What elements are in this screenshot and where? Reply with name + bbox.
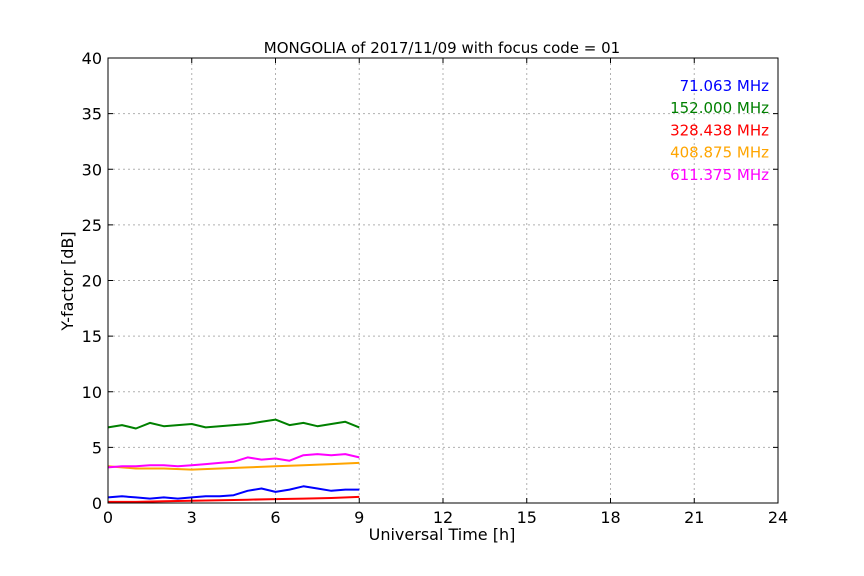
x-axis-label: Universal Time [h] bbox=[369, 525, 516, 544]
y-tick-label: 5 bbox=[92, 438, 102, 457]
y-tick-label: 30 bbox=[82, 160, 102, 179]
y-tick-label: 0 bbox=[92, 494, 102, 513]
y-tick-label: 10 bbox=[82, 383, 102, 402]
y-axis-label: Y-factor [dB] bbox=[58, 231, 77, 331]
legend-entry-0: 71.063 MHz bbox=[680, 77, 769, 95]
y-tick-label: 40 bbox=[82, 49, 102, 68]
series-line-3 bbox=[107, 461, 360, 471]
x-tick-label: 24 bbox=[768, 508, 788, 527]
series-lines bbox=[107, 418, 360, 503]
axis-ticks: 0 3 6 9 12 15 18 21 24 0 5 10 15 20 25 30 35 40 bbox=[82, 49, 789, 527]
y-tick-label: 35 bbox=[82, 105, 102, 124]
legend-entry-3: 408.875 MHz bbox=[670, 144, 769, 162]
x-tick-label: 15 bbox=[517, 508, 537, 527]
legend-entry-2: 328.438 MHz bbox=[670, 121, 769, 139]
series-line-4 bbox=[107, 453, 360, 469]
x-tick-label: 9 bbox=[354, 508, 364, 527]
legend: 71.063 MHz 152.000 MHz 328.438 MHz 408.875 … bbox=[670, 77, 769, 184]
chart-title: MONGOLIA of 2017/11/09 with focus code =… bbox=[264, 39, 620, 57]
series-line-0 bbox=[107, 485, 360, 500]
legend-entry-4: 611.375 MHz bbox=[670, 166, 769, 184]
x-tick-label: 0 bbox=[103, 508, 113, 527]
x-tick-label: 18 bbox=[600, 508, 620, 527]
x-tick-label: 6 bbox=[270, 508, 280, 527]
y-tick-label: 15 bbox=[82, 327, 102, 346]
x-tick-label: 12 bbox=[433, 508, 453, 527]
series-line-2 bbox=[108, 495, 360, 503]
x-tick-label: 3 bbox=[187, 508, 197, 527]
series-line-1 bbox=[107, 418, 360, 430]
y-tick-label: 20 bbox=[82, 272, 102, 291]
y-tick-label: 25 bbox=[82, 216, 102, 235]
x-tick-label: 21 bbox=[684, 508, 704, 527]
legend-entry-1: 152.000 MHz bbox=[670, 99, 769, 117]
